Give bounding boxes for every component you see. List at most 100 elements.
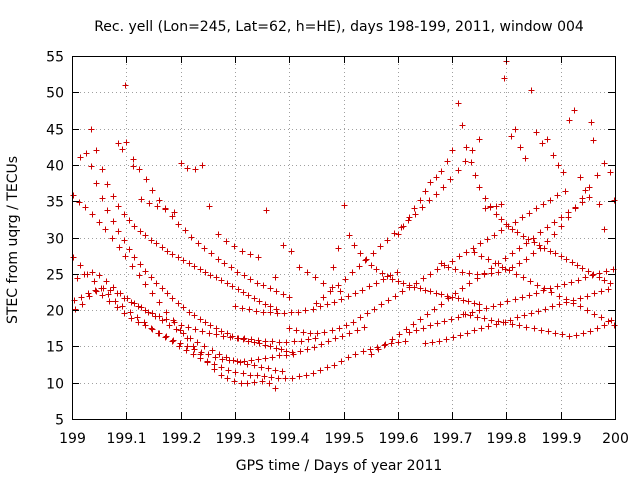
data-point [146, 200, 153, 207]
data-point [449, 258, 456, 265]
data-point [148, 237, 155, 244]
data-point [560, 169, 567, 176]
data-point [395, 339, 402, 346]
data-point [516, 322, 523, 329]
data-point [218, 372, 225, 379]
data-point [345, 354, 352, 361]
data-point [82, 204, 89, 211]
data-point [136, 272, 143, 279]
data-point [586, 184, 593, 191]
data-point [534, 282, 541, 289]
data-point [224, 375, 231, 382]
x-tick-label: 199.9 [541, 431, 581, 447]
data-point [251, 362, 258, 369]
y-tick-label: 20 [46, 304, 64, 320]
data-point [190, 343, 197, 350]
data-point [175, 300, 182, 307]
data-point [283, 339, 290, 346]
data-point [247, 276, 254, 283]
data-point [298, 338, 305, 345]
data-point [537, 245, 544, 252]
data-point [255, 337, 262, 344]
data-point [136, 166, 143, 173]
data-point [385, 297, 392, 304]
data-point [412, 211, 419, 218]
data-point [512, 296, 519, 303]
data-point [394, 269, 401, 276]
y-tick-label: 45 [46, 123, 64, 139]
data-point [163, 309, 170, 316]
data-point [138, 304, 145, 311]
data-point [272, 274, 279, 281]
data-point [476, 307, 483, 314]
data-point [509, 264, 516, 271]
data-point [513, 271, 520, 278]
y-tick-label: 15 [46, 340, 64, 356]
data-point [129, 263, 136, 270]
data-point [474, 271, 481, 278]
data-point [440, 184, 447, 191]
data-point [474, 314, 481, 321]
series-arc-21 [232, 269, 401, 317]
data-point [434, 320, 441, 327]
data-point [413, 327, 420, 334]
data-point [164, 290, 171, 297]
data-point [427, 179, 434, 186]
data-point [343, 322, 350, 329]
data-point [194, 339, 201, 346]
data-point [320, 280, 327, 287]
data-point [455, 295, 462, 302]
data-point [169, 338, 176, 345]
data-point [93, 147, 100, 154]
data-point [199, 162, 206, 169]
data-point [91, 278, 98, 285]
data-point [569, 259, 576, 266]
data-point [149, 310, 156, 317]
data-point [456, 253, 463, 260]
data-point [594, 325, 601, 332]
data-point [384, 273, 391, 280]
data-point [339, 333, 346, 340]
x-tick-label: 199 [59, 431, 86, 447]
data-point [79, 301, 86, 308]
data-point [280, 242, 287, 249]
data-point [481, 315, 488, 322]
data-point [207, 272, 214, 279]
data-point [331, 362, 338, 369]
data-point [490, 303, 497, 310]
data-point [444, 158, 451, 165]
data-point [559, 331, 566, 338]
data-point [558, 253, 565, 260]
data-point [506, 267, 513, 274]
data-point [110, 193, 117, 200]
data-point [204, 358, 211, 365]
data-point [245, 292, 252, 299]
x-tick-label: 199.8 [486, 431, 526, 447]
series-arc-12 [330, 202, 483, 308]
data-point [517, 144, 524, 151]
data-point [142, 232, 149, 239]
data-point [162, 206, 169, 213]
data-point [81, 271, 88, 278]
data-point [260, 282, 267, 289]
data-point [555, 162, 562, 169]
data-point [191, 312, 198, 319]
data-point [317, 303, 324, 310]
data-point [114, 304, 121, 311]
data-point [296, 264, 303, 271]
data-point [478, 325, 485, 332]
data-point [327, 288, 334, 295]
data-point [137, 261, 144, 268]
data-point [459, 269, 466, 276]
data-point [493, 203, 500, 210]
data-point [411, 205, 418, 212]
data-point [438, 168, 445, 175]
data-point [159, 285, 166, 292]
data-point [99, 292, 106, 299]
data-point [342, 276, 349, 283]
data-point [447, 176, 454, 183]
data-point [202, 269, 209, 276]
data-point [184, 165, 191, 172]
data-point [366, 283, 373, 290]
data-point [547, 248, 554, 255]
